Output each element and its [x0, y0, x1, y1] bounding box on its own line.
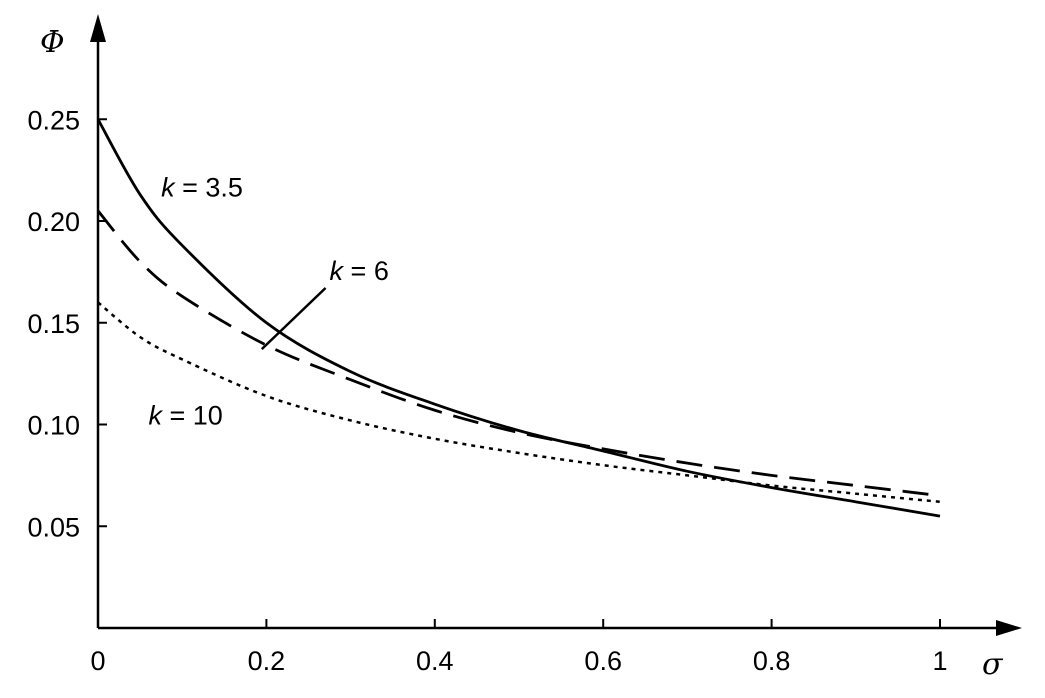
y-tick-label: 0.05	[27, 512, 80, 542]
series-line-3	[97, 301, 941, 504]
y-axis-arrow	[90, 14, 106, 42]
x-tick-label: 0.2	[248, 646, 286, 676]
x-tick-label: 0.4	[416, 646, 454, 676]
curve-label-pointer	[260, 287, 327, 351]
x-tick-label: 0	[90, 646, 105, 676]
y-ticks: 0.05 0.10 0.15 0.20 0.25	[27, 105, 107, 542]
y-tick-label: 0.25	[27, 105, 80, 135]
y-tick-label: 0.10	[27, 411, 80, 441]
x-axis-arrow	[996, 620, 1022, 636]
curve-label-3: k = 10	[149, 401, 223, 431]
y-axis-label: Φ	[40, 25, 65, 60]
x-tick-label: 1	[932, 646, 947, 676]
y-tick-label: 0.15	[27, 309, 80, 339]
series-line-2	[96, 209, 941, 498]
y-tick-label: 0.20	[27, 207, 80, 237]
annotations-group: k = 3.5 k = 6 k = 10	[149, 173, 389, 431]
x-tick-label: 0.8	[753, 646, 791, 676]
series-group	[96, 118, 941, 518]
x-tick-label: 0.6	[584, 646, 622, 676]
curve-label-1: k = 3.5	[161, 173, 243, 203]
axes: σ Φ	[40, 14, 1022, 682]
curve-label-2: k = 6	[330, 256, 389, 286]
x-ticks: 0 0.2 0.4 0.6 0.8 1	[90, 619, 948, 676]
series-line-1	[96, 118, 941, 518]
x-axis-label: σ	[982, 647, 1004, 682]
